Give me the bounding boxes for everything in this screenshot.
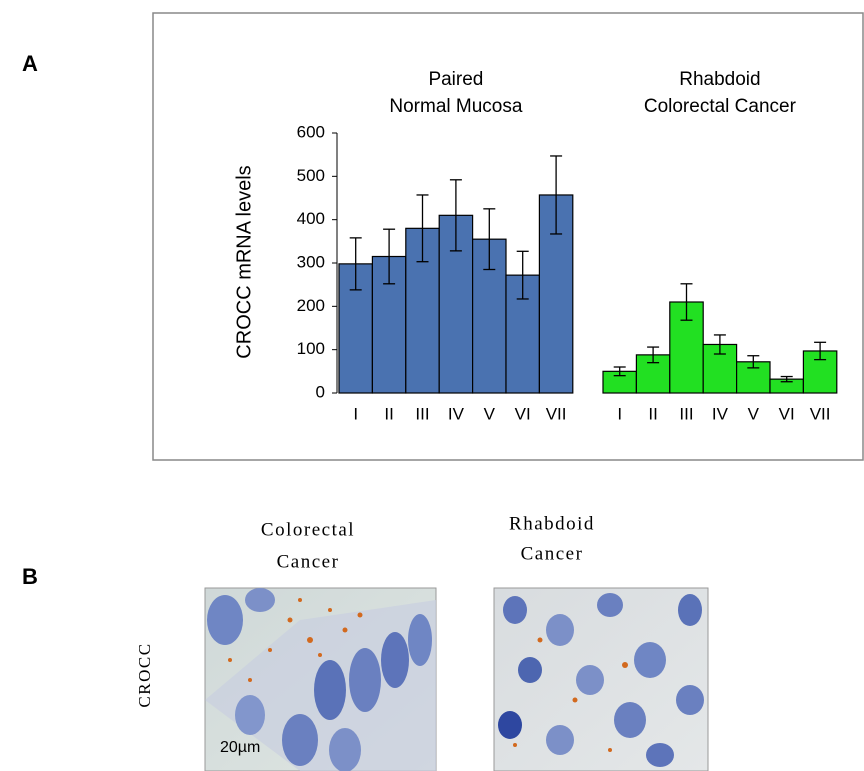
x-tick-label: VI xyxy=(779,404,795,423)
panel-letter: B xyxy=(22,564,38,589)
x-tick-label: I xyxy=(617,404,622,423)
panel-letter: A xyxy=(22,51,38,76)
image-title: Colorectal xyxy=(261,519,355,540)
y-tick-label: 400 xyxy=(297,209,325,228)
y-tick-label: 600 xyxy=(297,122,325,141)
x-tick-label: VI xyxy=(515,404,531,423)
x-tick-label: IV xyxy=(448,404,465,423)
y-tick-label: 500 xyxy=(297,166,325,185)
x-tick-label: VII xyxy=(546,404,567,423)
x-tick-label: VII xyxy=(810,404,831,423)
figure: A B CROCC mRNA levels CROCC Colorectal C… xyxy=(0,0,864,771)
group-label: Paired xyxy=(428,69,483,90)
image-title: Cancer xyxy=(277,551,340,572)
image-title: Cancer xyxy=(521,543,584,564)
y-tick-label: 300 xyxy=(297,252,325,271)
micrograph xyxy=(494,588,708,771)
group-label: Colorectal Cancer xyxy=(644,96,797,117)
x-tick-label: V xyxy=(748,404,760,423)
y-axis-label: CROCC mRNA levels xyxy=(233,165,255,358)
y-tick-label: 100 xyxy=(297,339,325,358)
group-label: Normal Mucosa xyxy=(389,96,522,117)
image-title: Rhabdoid xyxy=(509,513,595,534)
x-tick-label: III xyxy=(415,404,429,423)
group-label: Rhabdoid xyxy=(679,69,760,90)
x-tick-label: V xyxy=(484,404,496,423)
x-tick-label: IV xyxy=(712,404,729,423)
row-label: CROCC xyxy=(135,642,154,707)
x-tick-label: II xyxy=(648,404,657,423)
x-tick-label: II xyxy=(384,404,393,423)
y-tick-label: 200 xyxy=(297,296,325,315)
scale-bar-label: 20µm xyxy=(220,739,260,756)
x-tick-label: I xyxy=(353,404,358,423)
y-tick-label: 0 xyxy=(316,382,325,401)
x-tick-label: III xyxy=(679,404,693,423)
